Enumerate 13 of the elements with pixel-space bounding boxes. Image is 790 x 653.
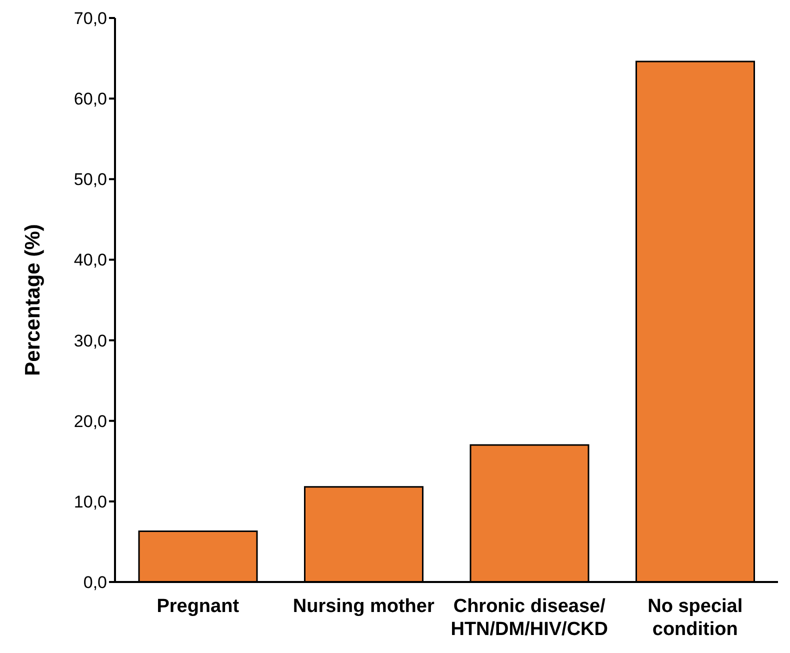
y-tick-label: 50,0 [74,170,107,190]
y-tick-label: 0,0 [83,573,107,592]
y-tick-label: 20,0 [74,412,107,431]
x-tick-label: No special condition [648,596,743,640]
y-tick-label: 60,0 [74,90,107,109]
x-tick-label: Chronic disease/ HTN/DM/HIV/CKD [450,596,608,640]
y-tick-label: 10,0 [74,492,107,512]
x-tick-label: Pregnant [156,596,240,617]
y-tick-label: 40,0 [74,250,107,270]
y-tick-label: 70,0 [74,9,107,28]
x-tick-label: Nursing mother [292,596,435,617]
y-axis-title: Percentage (%) [21,224,44,376]
y-tick-label: 30,0 [74,331,107,350]
